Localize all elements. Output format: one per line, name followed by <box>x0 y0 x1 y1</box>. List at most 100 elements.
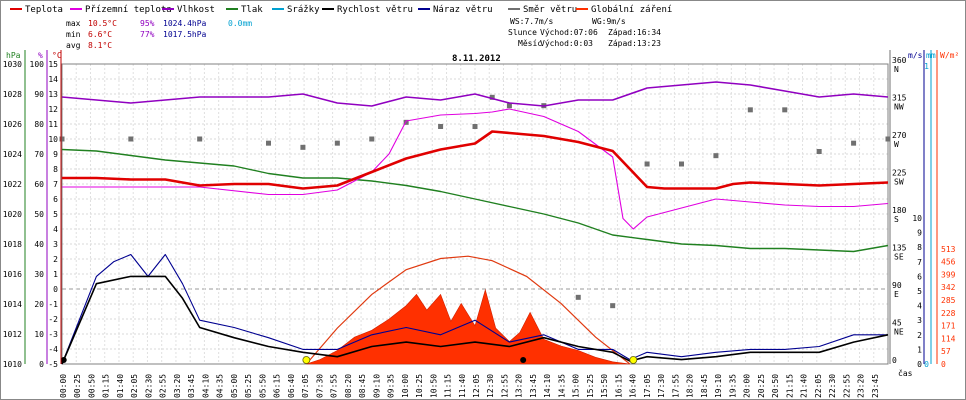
series-naraz-vetru <box>61 253 888 365</box>
wind-direction-point <box>403 119 409 125</box>
x-tick-label: 05:25 <box>244 374 253 398</box>
sun-set: Západ:16:34 <box>608 28 661 37</box>
x-tick-label: 00:25 <box>73 374 82 398</box>
axis-tick-label: SW <box>894 178 904 187</box>
x-tick-label: 18:20 <box>686 374 695 398</box>
x-tick-label: 15:00 <box>572 374 581 398</box>
axis-tick-label: 171 <box>941 322 956 331</box>
wind-direction-point <box>644 161 650 167</box>
axis-tick-label: 1030 <box>3 60 22 69</box>
axis-tick-label: 7 <box>917 258 922 267</box>
x-tick-label: 11:40 <box>458 374 467 398</box>
stat-max-label: max <box>66 19 81 28</box>
axis-title: hPa <box>6 51 21 60</box>
stat-min-humidity: 77% <box>140 30 155 39</box>
axis-tick-label: 285 <box>941 296 956 305</box>
x-tick-label: 13:45 <box>529 374 538 398</box>
moon-label: Měsíc <box>518 39 542 48</box>
x-tick-label: 04:10 <box>201 374 210 398</box>
axis-tick-label: 270 <box>892 131 907 140</box>
axis-tick-label: 135 <box>892 244 907 253</box>
series-tlak <box>61 148 889 253</box>
x-tick-label: 23:20 <box>857 374 866 398</box>
axis-tick-label: -1 <box>48 300 58 309</box>
axis-tick-label: 1 <box>924 62 929 71</box>
axis-tick-label: E <box>894 290 899 299</box>
wind-direction-point <box>128 136 134 142</box>
stat-avg-label: avg <box>66 41 81 50</box>
series-vlhkost <box>61 81 889 107</box>
wind-direction-point <box>851 140 857 146</box>
x-tick-label: 19:10 <box>714 374 723 398</box>
axis-title: W/m² <box>940 51 959 60</box>
x-tick-label: 17:30 <box>657 374 666 398</box>
moon-rise: Východ:0:03 <box>540 39 593 48</box>
series-global-radiation <box>306 288 630 365</box>
x-tick-label: 02:05 <box>130 374 139 398</box>
axis-tick-label: 60 <box>34 180 44 189</box>
series-rychlost-vetru <box>61 275 889 365</box>
axis-tick-label: 13 <box>48 90 58 99</box>
x-tick-label: 21:15 <box>785 374 794 398</box>
moon-marker <box>60 357 67 363</box>
wind-direction-point <box>197 136 203 142</box>
info-panel: 8.11.2012 WS:7.7m/s WG:9m/s Slunce Výcho… <box>66 17 661 64</box>
axis-tick-label: 1018 <box>3 240 22 249</box>
axis-tick-label: 1 <box>53 270 58 279</box>
x-tick-label: 21:40 <box>800 374 809 398</box>
axis-tick-label: 5 <box>917 287 922 296</box>
axis-tick-label: W <box>894 140 899 149</box>
axis-tick-label: 3 <box>53 240 58 249</box>
axis-tick-label: 5 <box>53 210 58 219</box>
axis-tick-label: 1016 <box>3 270 22 279</box>
axis-tick-label: 225 <box>892 169 907 178</box>
axis-tick-label: 4 <box>917 302 922 311</box>
axis-tick-label: 90 <box>892 281 902 290</box>
axis-title: m/s <box>908 51 923 60</box>
x-tick-label: 16:40 <box>629 374 638 398</box>
axis-tick-label: 1014 <box>3 300 22 309</box>
axis-tick-label: 1 <box>917 345 922 354</box>
axis-tick-label: 1026 <box>3 120 22 129</box>
axis-tick-label: 90 <box>34 90 44 99</box>
axis-tick-label: 70 <box>34 150 44 159</box>
x-tick-label: 07:05 <box>301 374 310 398</box>
axis-tick-label: 9 <box>53 150 58 159</box>
x-tick-label: 19:35 <box>728 374 737 398</box>
axis-tick-label: 20 <box>34 300 44 309</box>
axis-title: °C <box>52 51 62 60</box>
x-tick-label: 08:20 <box>344 374 353 398</box>
axis-tick-label: 2 <box>917 331 922 340</box>
axis-tick-label: 0 <box>892 356 897 365</box>
x-tick-label: 12:05 <box>472 374 481 398</box>
wind-direction-point <box>369 136 375 142</box>
x-tick-label: 10:25 <box>415 374 424 398</box>
x-tick-label: 16:15 <box>614 374 623 398</box>
axis-tick-label: 6 <box>53 195 58 204</box>
axis-tick-label: 342 <box>941 283 956 292</box>
legend-label: Směr větru <box>523 5 577 15</box>
x-tick-label: 00:00 <box>59 374 68 398</box>
axis-tick-label: 399 <box>941 270 956 279</box>
axis-title: mm <box>926 51 936 60</box>
x-tick-label: 02:30 <box>144 374 153 398</box>
axis-tick-label: -5 <box>48 360 58 369</box>
x-tick-label: 15:25 <box>586 374 595 398</box>
axis-tick-label: 1020 <box>3 210 22 219</box>
stat-max-humidity: 95% <box>140 19 155 28</box>
axis-tick-label: S <box>894 215 899 224</box>
legend-label: Vlhkost <box>177 5 215 15</box>
wind-direction-point <box>489 94 495 100</box>
x-tick-label: 12:55 <box>500 374 509 398</box>
x-tick-label: 06:15 <box>273 374 282 398</box>
x-tick-label: 07:30 <box>315 374 324 398</box>
wind-direction-point <box>300 144 306 150</box>
axis-tick-label: 180 <box>892 206 907 215</box>
x-tick-label: 11:15 <box>444 374 453 398</box>
stat-rain: 0.0mm <box>228 19 252 28</box>
axis-tick-label: 10 <box>912 214 922 223</box>
sun-rise: Východ:07:06 <box>540 28 598 37</box>
axis-tick-label: 6 <box>917 272 922 281</box>
radiation-layer <box>305 255 631 365</box>
